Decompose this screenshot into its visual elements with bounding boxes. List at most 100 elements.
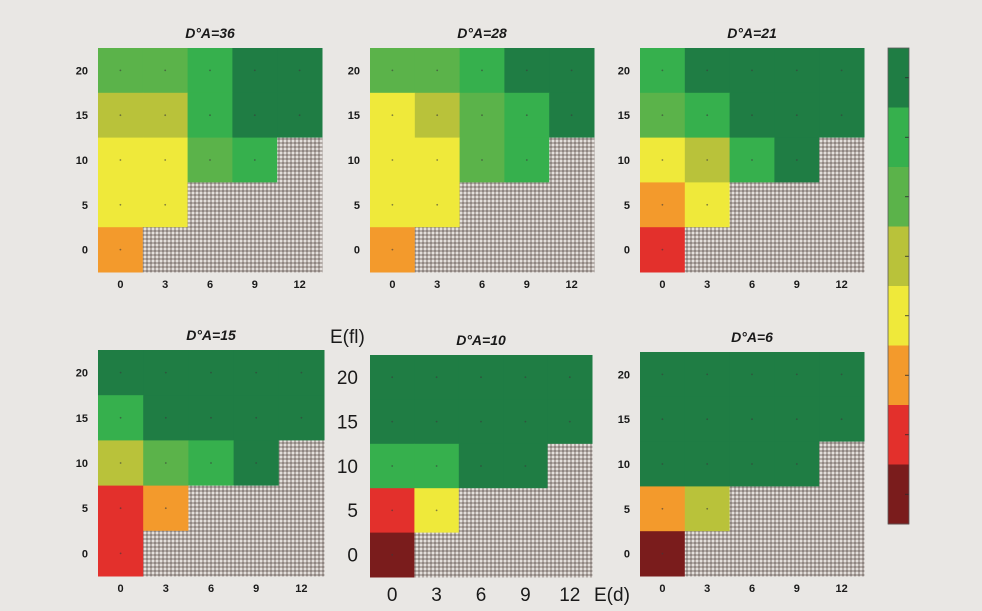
cell-center-dot (209, 69, 211, 72)
x-tick-label: 3 (162, 279, 168, 291)
y-tick-label: 20 (618, 65, 630, 77)
no-data-cell (188, 530, 235, 577)
cell-center-dot (119, 462, 122, 464)
x-tick-label: 3 (431, 585, 442, 606)
cell-center-dot (164, 462, 167, 464)
cell-center-dot (119, 248, 122, 251)
cell-center-dot (480, 465, 482, 467)
cell-center-dot (751, 69, 753, 72)
no-data-cell (547, 488, 593, 534)
x-tick-label: 9 (253, 583, 259, 595)
no-data-cell (278, 440, 325, 487)
no-data-cell (232, 227, 278, 273)
x-tick-label: 0 (659, 583, 665, 595)
no-data-cell (547, 443, 593, 489)
cell-center-dot (300, 416, 303, 419)
no-data-cell (277, 137, 323, 183)
x-tick-label: 6 (476, 585, 487, 606)
cell-center-dot (391, 69, 394, 72)
cell-center-dot (795, 159, 798, 161)
cell-center-dot (391, 203, 394, 206)
cell-center-dot (119, 114, 122, 117)
cell-center-dot (300, 371, 303, 374)
y-tick-label: 0 (347, 546, 358, 567)
scale-segment (888, 167, 909, 227)
x-tick-label: 3 (163, 583, 169, 595)
cell-center-dot (525, 69, 528, 72)
y-tick-label: 20 (348, 65, 360, 77)
y-tick-label: 20 (76, 368, 88, 380)
no-data-cell (774, 227, 820, 273)
cell-center-dot (164, 371, 167, 374)
cell-center-dot (391, 553, 394, 556)
cell-center-dot (164, 114, 167, 117)
x-tick-label: 12 (295, 583, 307, 595)
cell-center-dot (119, 507, 122, 510)
cell-center-dot (164, 507, 167, 510)
scale-segment (888, 286, 909, 346)
cell-center-dot (480, 420, 482, 423)
cell-center-dot (119, 203, 122, 206)
cell-center-dot (436, 114, 439, 117)
no-data-cell (232, 182, 278, 228)
no-data-cell (549, 227, 595, 273)
y-tick-label: 0 (354, 245, 360, 257)
panel-title: D°A=36 (185, 25, 235, 41)
cell-center-dot (435, 509, 438, 512)
y-tick-label: 20 (618, 369, 630, 381)
cell-center-dot (840, 373, 843, 376)
cell-center-dot (119, 552, 122, 555)
cell-center-dot (751, 159, 753, 161)
y-tick-label: 10 (618, 155, 630, 167)
no-data-cell (684, 531, 731, 577)
no-data-cell (278, 485, 325, 532)
panel-title: D°A=28 (457, 25, 507, 41)
x-tick-label: 6 (208, 583, 214, 595)
no-data-cell (819, 486, 865, 532)
cell-center-dot (570, 114, 573, 117)
x-tick-label: 0 (387, 585, 398, 606)
cell-center-dot (525, 114, 528, 117)
y-tick-label: 10 (348, 155, 360, 167)
y-tick-label: 0 (624, 245, 630, 257)
cell-center-dot (480, 376, 482, 379)
no-data-cell (277, 227, 323, 273)
cell-center-dot (481, 69, 483, 72)
scale-segment (888, 464, 909, 525)
cell-center-dot (209, 159, 211, 161)
cell-center-dot (391, 114, 394, 117)
cell-center-dot (164, 159, 167, 161)
x-tick-label: 9 (524, 279, 530, 291)
cell-center-dot (524, 420, 527, 423)
x-tick-label: 9 (794, 279, 800, 291)
cell-center-dot (435, 420, 438, 423)
cell-center-dot (255, 416, 258, 419)
no-data-cell (549, 182, 595, 228)
cell-center-dot (795, 114, 798, 117)
no-data-cell (233, 485, 280, 532)
cell-center-dot (164, 203, 167, 206)
x-tick-label: 0 (389, 279, 395, 291)
y-tick-label: 5 (624, 200, 630, 212)
x-tick-label: 6 (749, 279, 755, 291)
cell-center-dot (210, 371, 212, 374)
no-data-cell (187, 227, 233, 273)
x-tick-label: 3 (434, 279, 440, 291)
cell-center-dot (119, 371, 122, 374)
no-data-cell (187, 182, 233, 228)
cell-center-dot (568, 420, 571, 423)
scale-outline (887, 47, 910, 525)
cell-center-dot (751, 463, 753, 465)
cell-center-dot (706, 418, 709, 421)
no-data-cell (277, 182, 323, 228)
no-data-cell (143, 530, 189, 577)
y-tick-label: 5 (347, 501, 358, 522)
y-tick-label: 10 (337, 457, 358, 478)
cell-center-dot (661, 114, 664, 117)
no-data-cell (142, 227, 189, 273)
cell-center-dot (119, 69, 122, 72)
x-tick-label: 0 (659, 279, 665, 291)
x-tick-label: 12 (559, 585, 580, 606)
x-tick-label: 0 (118, 583, 124, 595)
